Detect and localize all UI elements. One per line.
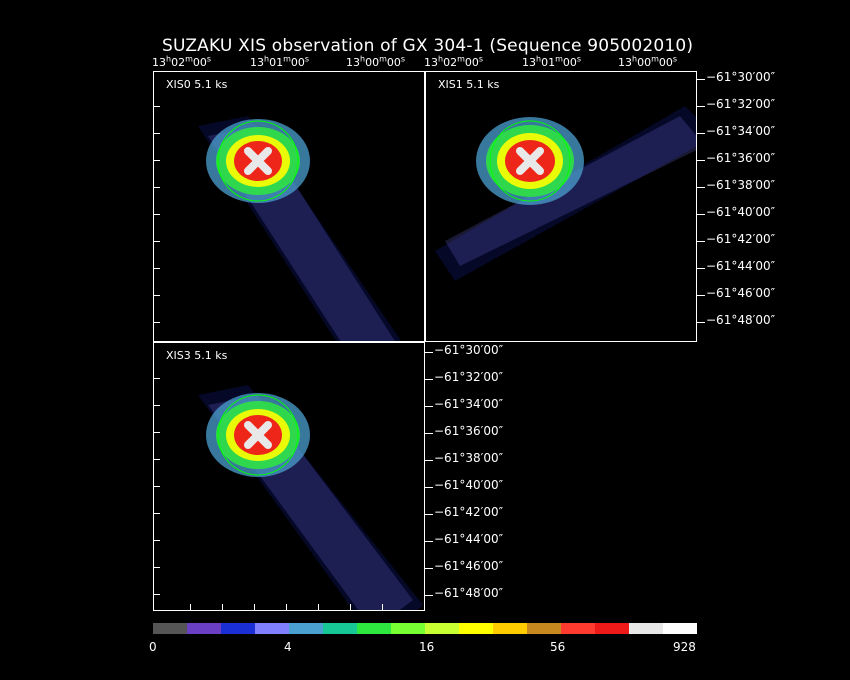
panel-xis0: XIS0 5.1 ks	[153, 71, 425, 342]
dec-tick	[425, 487, 433, 488]
ra-tick-label: 13h00m00s	[618, 54, 678, 69]
dec-tick	[697, 241, 705, 242]
panel-xis3: XIS3 5.1 ks	[153, 342, 425, 611]
dec-tick	[425, 514, 433, 515]
ra-tick-label: 13h00m00s	[346, 54, 406, 69]
dec-tick-label: −61°46′00″	[706, 286, 776, 300]
dec-tick-label: −61°36′00″	[706, 151, 776, 165]
dec-tick-label: −61°30′00″	[434, 343, 504, 357]
panel-label-xis1: XIS1 5.1 ks	[438, 78, 500, 91]
xis3-image	[198, 385, 423, 610]
dec-tick-label: −61°44′00″	[706, 259, 776, 273]
xis0-image	[198, 116, 402, 341]
dec-tick-label: −61°46′00″	[434, 559, 504, 573]
dec-tick	[425, 541, 433, 542]
dec-tick-label: −61°30′00″	[706, 70, 776, 84]
colorbar-segment	[255, 623, 289, 634]
colorbar-label: 16	[419, 640, 435, 654]
colorbar-label: 4	[284, 640, 292, 654]
dec-tick	[425, 379, 433, 380]
dec-tick	[425, 352, 433, 353]
dec-tick	[697, 187, 705, 188]
colorbar-segment	[595, 623, 629, 634]
colorbar-segment	[527, 623, 561, 634]
colorbar-segment	[323, 623, 357, 634]
colorbar-segment	[153, 623, 187, 634]
dec-tick	[697, 295, 705, 296]
panel-xis1: XIS1 5.1 ks	[425, 71, 697, 342]
dec-tick-label: −61°42′00″	[706, 232, 776, 246]
panel-label-xis3: XIS3 5.1 ks	[166, 349, 228, 362]
ra-tick-label: 13h02m00s	[152, 54, 212, 69]
colorbar-segment	[391, 623, 425, 634]
xis1-image	[435, 106, 696, 281]
dec-tick-label: −61°34′00″	[434, 397, 504, 411]
dec-tick-label: −61°38′00″	[706, 178, 776, 192]
dec-axis-xis3: −61°30′00″ −61°32′00″ −61°34′00″ −61°36′…	[434, 343, 574, 613]
colorbar-segment	[187, 623, 221, 634]
dec-tick-label: −61°32′00″	[434, 370, 504, 384]
dec-axis-xis1: −61°30′00″ −61°32′00″ −61°34′00″ −61°36′…	[706, 70, 846, 340]
dec-tick-label: −61°32′00″	[706, 97, 776, 111]
colorbar-segment	[289, 623, 323, 634]
dec-tick	[697, 106, 705, 107]
dec-tick-label: −61°40′00″	[706, 205, 776, 219]
dec-tick-label: −61°36′00″	[434, 424, 504, 438]
dec-tick-label: −61°34′00″	[706, 124, 776, 138]
dec-tick	[425, 568, 433, 569]
ra-tick-label: 13h01m00s	[250, 54, 310, 69]
colorbar-label: 928	[673, 640, 696, 654]
colorbar-segment	[459, 623, 493, 634]
colorbar-label: 0	[149, 640, 157, 654]
colorbar-segment	[663, 623, 697, 634]
colorbar-label: 56	[550, 640, 566, 654]
dec-tick	[697, 133, 705, 134]
dec-tick-label: −61°48′00″	[434, 586, 504, 600]
colorbar-segment	[561, 623, 595, 634]
dec-tick	[697, 322, 705, 323]
colorbar-segment	[357, 623, 391, 634]
dec-tick	[425, 460, 433, 461]
colorbar-segment	[425, 623, 459, 634]
ra-tick-label: 13h01m00s	[522, 54, 582, 69]
panel-label-xis0: XIS0 5.1 ks	[166, 78, 228, 91]
dec-tick-label: −61°38′00″	[434, 451, 504, 465]
colorbar-segment	[629, 623, 663, 634]
dec-tick-label: −61°40′00″	[434, 478, 504, 492]
dec-tick-label: −61°48′00″	[706, 313, 776, 327]
ra-axis-xis0: 13h02m00s 13h01m00s 13h00m00s 13h02m00s …	[0, 54, 850, 69]
colorbar	[153, 623, 697, 634]
dec-tick-label: −61°42′00″	[434, 505, 504, 519]
dec-tick	[697, 268, 705, 269]
dec-tick	[425, 406, 433, 407]
dec-tick	[425, 595, 433, 596]
dec-tick	[697, 79, 705, 80]
figure-title: SUZAKU XIS observation of GX 304-1 (Sequ…	[162, 36, 694, 56]
dec-tick	[697, 214, 705, 215]
dec-tick	[425, 433, 433, 434]
dec-tick-label: −61°44′00″	[434, 532, 504, 546]
dec-tick	[697, 160, 705, 161]
ra-tick-label: 13h02m00s	[424, 54, 484, 69]
colorbar-segment	[221, 623, 255, 634]
colorbar-segment	[493, 623, 527, 634]
